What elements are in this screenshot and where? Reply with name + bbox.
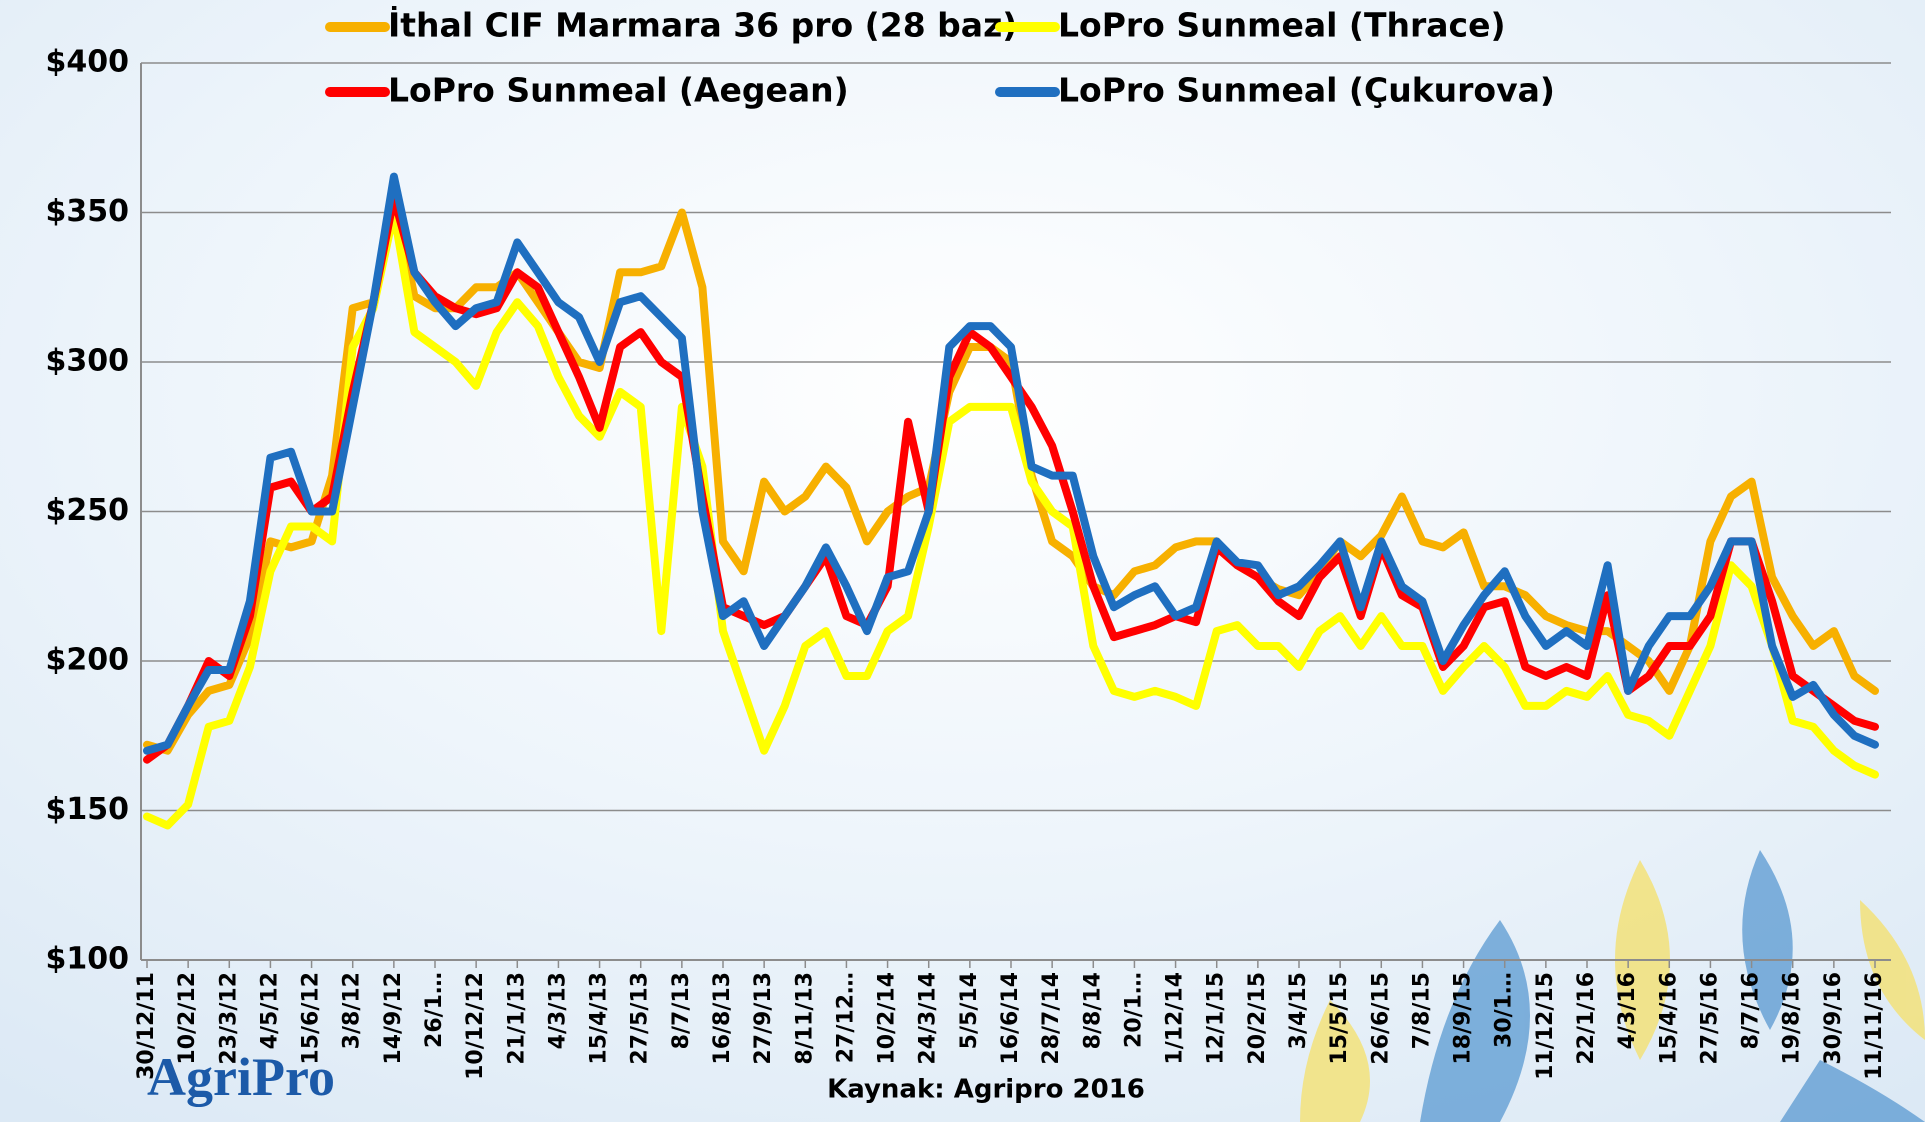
legend-label: LoPro Sunmeal (Çukurova) [1058,71,1555,110]
x-tick-label: 15/4/13 [587,972,612,1065]
x-tick-label: 8/11/13 [792,972,817,1065]
x-tick-label: 8/7/13 [669,972,694,1049]
x-tick-label: 11/12/15 [1533,972,1558,1080]
series-line [143,208,1879,830]
x-tick-label: 1/12/14 [1163,972,1188,1065]
x-tick-label: 28/7/14 [1039,972,1064,1065]
x-tick-label: 27/5/16 [1697,972,1722,1065]
x-tick-label: 24/3/14 [916,972,941,1065]
y-tick-label: $400 [46,45,130,80]
x-tick-label: 10/12/12 [463,972,488,1080]
x-tick-label: 10/2/12 [175,972,200,1065]
plot-area: $100 $150 $200 $250 $300 $350 $400 30/12/11 10/2… [46,45,1891,1080]
x-tick-label: 8/7/16 [1739,972,1764,1049]
x-tick-label: 4/5/12 [257,972,282,1049]
x-tick-label: 30/12/11 [134,972,159,1080]
x-tick-label: 3/4/15 [1286,972,1311,1049]
x-tick-label: 5/5/14 [957,972,982,1049]
x-tick-label: 18/9/15 [1451,972,1476,1065]
y-tick-label: $300 [46,344,130,379]
x-tick-label: 7/8/15 [1409,972,1434,1049]
brand-logo: AgriPro [147,1047,335,1107]
x-tick-label: 20/2/15 [1245,972,1270,1065]
y-tick-label: $150 [46,792,130,827]
x-tick-label: 27/9/13 [751,972,776,1065]
series-line [143,172,1879,755]
x-tick-label: 26/1… [422,972,447,1048]
x-tick-label: 21/1/13 [504,972,529,1065]
x-tick-label: 22/1/16 [1574,972,1599,1065]
legend-label: LoPro Sunmeal (Aegean) [388,71,849,110]
legend-label: İthal CIF Marmara 36 pro (28 baz) [388,5,1017,45]
x-tick-label: 16/6/14 [998,972,1023,1065]
y-tick-label: $250 [46,493,130,528]
x-tick-label: 4/3/13 [545,972,570,1049]
x-tick-label: 26/6/15 [1368,972,1393,1065]
x-tick-label: 15/6/12 [299,972,324,1065]
x-tick-label: 10/2/14 [875,972,900,1065]
y-tick-label: $100 [46,942,130,977]
y-tick-label: $200 [46,643,130,678]
x-tick-label: 16/8/13 [710,972,735,1065]
x-tick-label: 15/4/16 [1656,972,1681,1065]
x-tick-label: 4/3/16 [1615,972,1640,1049]
x-tick-label: 12/1/15 [1204,972,1229,1065]
x-tick-label: 30/1… [1492,972,1517,1048]
x-tick-label: 30/9/16 [1821,972,1846,1065]
x-tick-label: 15/5/15 [1327,972,1352,1065]
x-tick-label: 27/5/13 [628,972,653,1065]
x-tick-label: 3/8/12 [340,972,365,1049]
x-tick-label: 19/8/16 [1780,972,1805,1065]
x-tick-label: 8/8/14 [1080,972,1105,1049]
y-tick-label: $350 [46,194,130,229]
x-tick-label: 14/9/12 [381,972,406,1065]
x-tick-label: 23/3/12 [216,972,241,1065]
legend-label: LoPro Sunmeal (Thrace) [1058,6,1506,45]
x-tick-label: 20/1… [1121,972,1146,1048]
x-tick-label: 11/11/16 [1862,972,1887,1080]
source-note: Kaynak: Agripro 2016 [827,1075,1145,1105]
x-tick-label: 27/12… [833,972,858,1063]
